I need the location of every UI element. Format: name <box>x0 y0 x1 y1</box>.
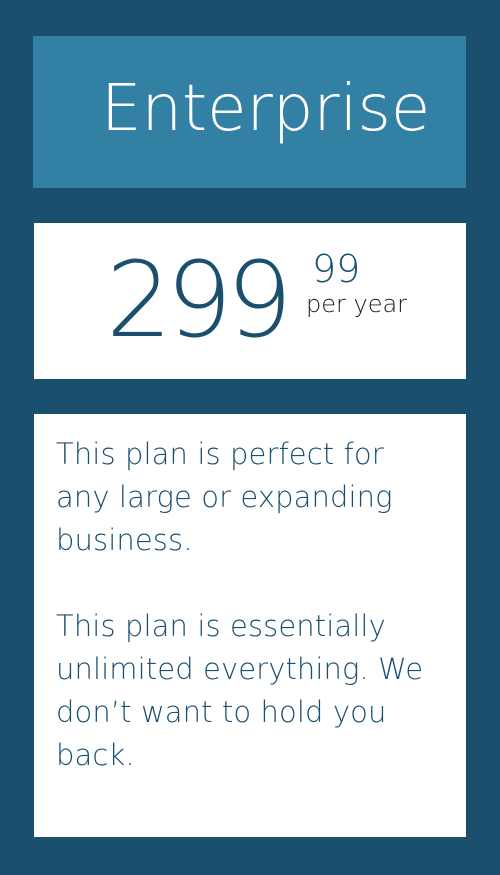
price-box: 299 99 per year <box>34 223 466 379</box>
description-paragraph-1: This plan is perfect for any large or ex… <box>56 437 393 557</box>
plan-name: Enterprise <box>101 72 431 146</box>
plan-header: Enterprise <box>33 36 466 188</box>
price-period: per year <box>306 290 408 318</box>
plan-description: This plan is perfect for any large or ex… <box>34 414 466 837</box>
price-cents: 99 <box>312 247 361 291</box>
price-whole: 299 <box>106 239 292 361</box>
description-paragraph-2: This plan is essentially unlimited every… <box>56 609 424 772</box>
